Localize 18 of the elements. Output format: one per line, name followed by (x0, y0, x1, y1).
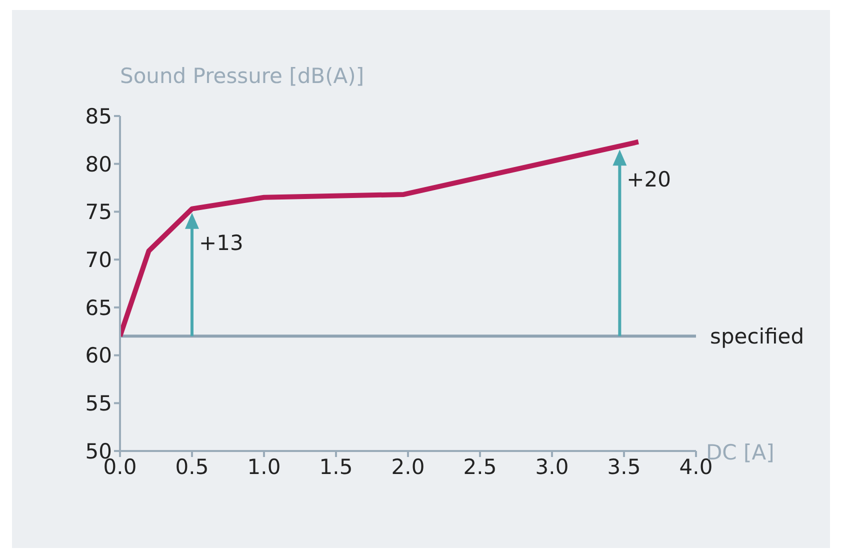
x-tick-label: 3.5 (607, 454, 641, 479)
y-tick-label: 70 (85, 248, 112, 272)
y-tick-label: 60 (85, 344, 112, 368)
x-tick-label: 0.5 (175, 454, 209, 479)
x-tick-label: 2.0 (391, 454, 425, 479)
y-tick-label: 80 (85, 152, 112, 176)
x-tick-label: 1.5 (319, 454, 353, 479)
x-tick-label: 1.0 (247, 454, 281, 479)
y-axis-title: Sound Pressure [dB(A)] (120, 64, 364, 88)
x-tick-label: 2.5 (463, 454, 497, 479)
ref-line-label: specified (710, 324, 804, 349)
annotation: +20 (626, 168, 672, 192)
y-tick-label: 65 (85, 296, 112, 320)
y-tick-label: 55 (85, 392, 112, 416)
annotation: +13 (199, 230, 244, 255)
y-tick-label: 75 (85, 200, 112, 224)
y-tick-label: 85 (85, 104, 112, 128)
x-tick-label: 3.0 (535, 454, 569, 479)
